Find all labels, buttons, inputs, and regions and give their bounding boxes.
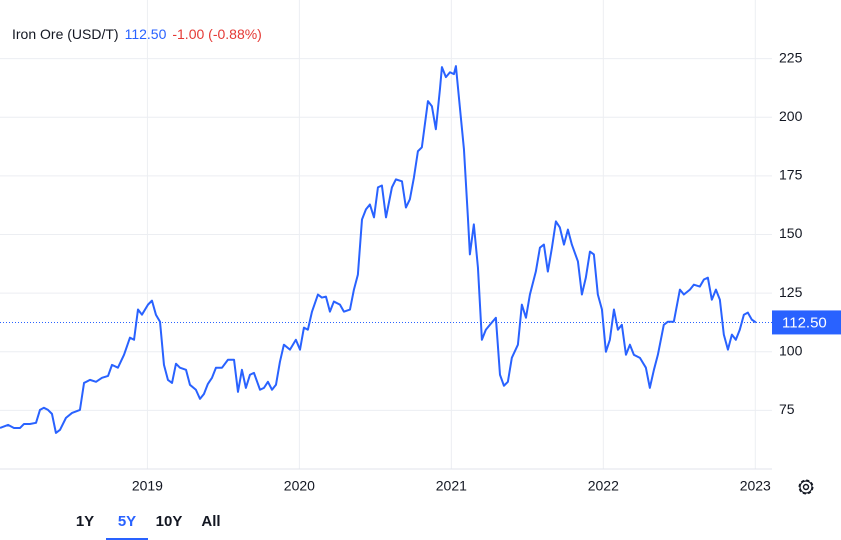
- x-tick-label: 2019: [132, 478, 163, 494]
- price-change: -1.00 (-0.88%): [172, 26, 262, 42]
- y-tick-label: 75: [779, 401, 795, 417]
- settings-icon[interactable]: [798, 479, 814, 495]
- y-tick-label: 175: [779, 167, 803, 183]
- price-line: [0, 65, 757, 434]
- range-selector: 1Y 5Y 10Y All: [64, 506, 232, 540]
- header: Iron Ore (USD/T) 112.50 -1.00 (-0.88%): [12, 26, 268, 42]
- range-button[interactable]: All: [201, 513, 221, 530]
- axes: 75 100 125 150 175 200 225 2019 2020 2021 2022 2023…: [132, 49, 841, 494]
- plot-area: [0, 65, 772, 434]
- x-tick-label: 2021: [436, 478, 467, 494]
- symbol-title: Iron Ore (USD/T): [12, 26, 119, 42]
- range-button[interactable]: 5Y: [106, 506, 148, 540]
- last-price-badge: [772, 310, 841, 335]
- last-price-label: 112.50: [782, 314, 827, 331]
- x-tick-label: 2022: [588, 478, 619, 494]
- y-tick-label: 200: [779, 108, 803, 124]
- x-tick-label: 2020: [284, 478, 315, 494]
- last-price: 112.50: [124, 26, 167, 42]
- range-button[interactable]: 10Y: [155, 513, 183, 530]
- grid: [0, 0, 772, 469]
- x-tick-label: 2023: [740, 478, 771, 494]
- y-tick-label: 150: [779, 225, 803, 241]
- y-tick-label: 100: [779, 342, 803, 358]
- range-button[interactable]: 1Y: [75, 513, 95, 530]
- y-tick-label: 125: [779, 284, 803, 300]
- y-tick-label: 225: [779, 49, 803, 65]
- chart: 75 100 125 150 175 200 225 2019 2020 2021 2022 2023…: [0, 0, 841, 495]
